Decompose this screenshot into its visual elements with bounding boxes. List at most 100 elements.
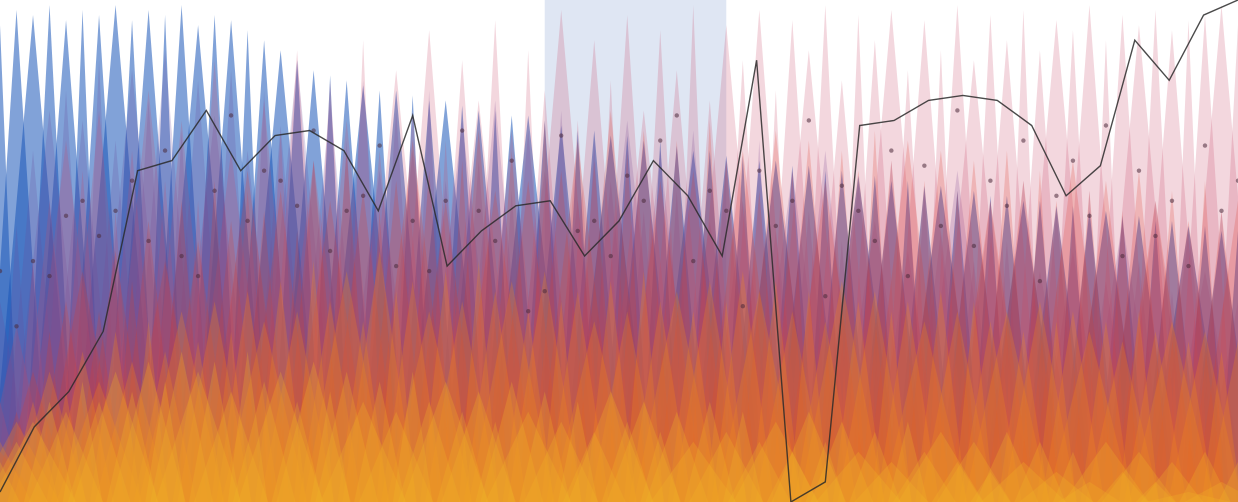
area-spike [1218,461,1238,502]
scatter-point [129,178,135,183]
area-spike [1157,230,1220,502]
area-spike [980,461,1067,502]
area-spike [12,371,87,502]
area-series-4 [0,251,1238,502]
area-spike [518,10,605,502]
area-spike [408,200,483,502]
area-spike [386,311,473,502]
area-spike [789,291,829,502]
area-spike [931,461,983,502]
area-spike [678,100,742,502]
area-spike [216,291,279,502]
area-spike [485,411,572,502]
area-spike [557,40,632,502]
area-spike [744,230,808,502]
scatter-point [1120,253,1125,259]
scatter-point [575,228,580,234]
area-spike [199,220,263,502]
scatter-point [1054,193,1059,198]
area-spike [369,140,456,502]
area-spike [370,110,422,502]
area-spike [0,421,60,502]
area-spike [722,10,797,502]
area-spike [122,261,208,502]
area-spike [854,461,929,502]
scatter-point [922,163,927,168]
area-spike [507,271,582,502]
area-spike [172,341,224,502]
area-spike [815,451,902,502]
area-spike [260,130,301,502]
area-spike [798,281,885,502]
area-spike [298,301,362,502]
area-spike [144,120,219,502]
area-spike [282,160,345,502]
area-spike [166,80,230,502]
area-spike [970,471,1011,502]
area-spike [1113,261,1165,502]
area-spike [1019,471,1094,502]
area-spike [893,451,956,502]
area-spike [749,170,836,502]
area-spike [942,160,1006,502]
area-spike [1129,10,1182,502]
area-spike [337,321,389,502]
area-spike [51,351,114,502]
area-series-0 [0,5,1238,502]
scatter-point [1202,143,1208,148]
area-spike [584,120,671,502]
scatter-point [1004,203,1010,209]
scatter-point [1103,123,1109,128]
scatter-point [674,113,679,118]
area-spike [72,371,159,502]
area-spike [288,160,340,502]
area-spike [40,90,92,502]
area-series-group [0,5,1238,502]
area-spike [138,311,225,502]
area-spike [733,190,785,502]
area-spike [1184,481,1238,502]
scatter-points-group [0,108,1238,329]
area-spike [436,411,488,502]
area-spike [343,40,383,502]
area-spike [342,251,417,502]
area-spike [458,261,499,502]
area-spike [534,140,621,502]
scatter-point [360,193,366,198]
area-spike [963,311,1050,502]
area-spike [546,291,610,502]
area-spike [898,180,950,502]
area-spike [331,80,395,502]
area-spike [888,421,928,502]
area-spike [855,130,895,502]
scatter-point [377,143,382,148]
area-spike [364,180,428,502]
area-spike [23,140,109,502]
area-spike [1124,331,1187,502]
scatter-point [905,273,911,279]
area-spike [1212,25,1238,502]
area-spike [1041,311,1105,502]
area-series-1 [0,50,1238,502]
area-spike [969,40,1045,502]
area-spike [0,401,26,502]
area-spike [211,331,251,502]
scatter-point [0,268,3,274]
area-spike [193,391,269,502]
scatter-point [1219,208,1224,214]
area-spike [590,80,631,502]
area-spike [425,140,466,502]
scatter-point [393,263,399,269]
area-spike [623,150,698,502]
area-spike [1134,30,1210,502]
area-spike [771,411,846,502]
area-spike [623,271,664,502]
area-spike [249,125,312,502]
area-spike [1162,271,1238,502]
scatter-point [526,309,531,314]
area-spike [838,15,879,502]
area-spike [986,180,1061,502]
area-spike [920,311,995,502]
